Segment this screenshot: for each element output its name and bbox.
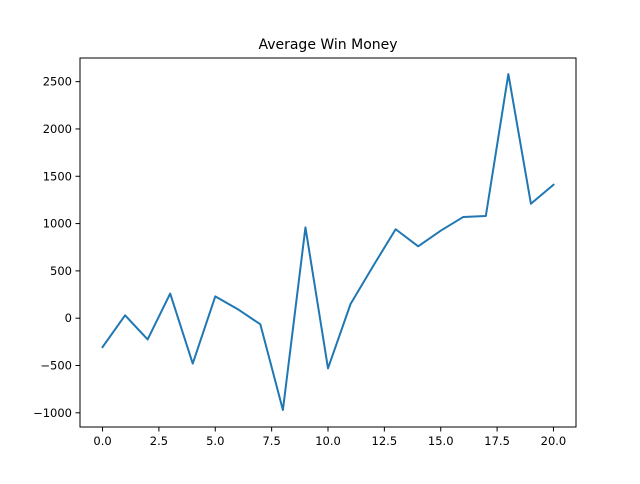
x-tick-label: 12.5	[372, 434, 398, 448]
y-tick-label: 0	[65, 311, 72, 325]
x-tick-label: 0.0	[93, 434, 111, 448]
x-tick-label: 10.0	[315, 434, 341, 448]
y-tick-label: 2000	[43, 122, 72, 136]
axes-layer: 0.0 2.5 5.0 7.5 10.0 12.5 15.0 17.5 20.0 −1000 −50…	[33, 57, 577, 448]
x-tick-label: 2.5	[150, 434, 168, 448]
x-tick-label: 15.0	[428, 434, 454, 448]
x-tick-label: 20.0	[541, 434, 567, 448]
y-tick-label: −500	[40, 359, 72, 373]
series-line-0	[101, 73, 555, 411]
y-tick-label: 500	[50, 264, 72, 278]
y-tick-label: 1500	[43, 169, 72, 183]
x-tick-label: 7.5	[262, 434, 280, 448]
series-layer	[101, 73, 555, 411]
y-tick-label: −1000	[33, 406, 72, 420]
x-tick-label: 5.0	[206, 434, 224, 448]
y-tick-label: 2500	[43, 75, 72, 89]
chart-title: Average Win Money	[258, 37, 397, 53]
x-tick-label: 17.5	[484, 434, 510, 448]
y-tick-label: 1000	[43, 217, 72, 231]
